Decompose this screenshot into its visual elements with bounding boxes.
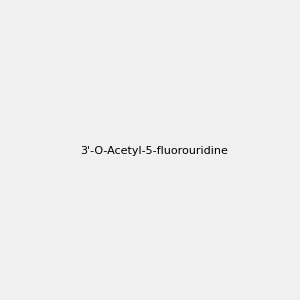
Text: 3'-O-Acetyl-5-fluorouridine: 3'-O-Acetyl-5-fluorouridine (80, 146, 228, 157)
